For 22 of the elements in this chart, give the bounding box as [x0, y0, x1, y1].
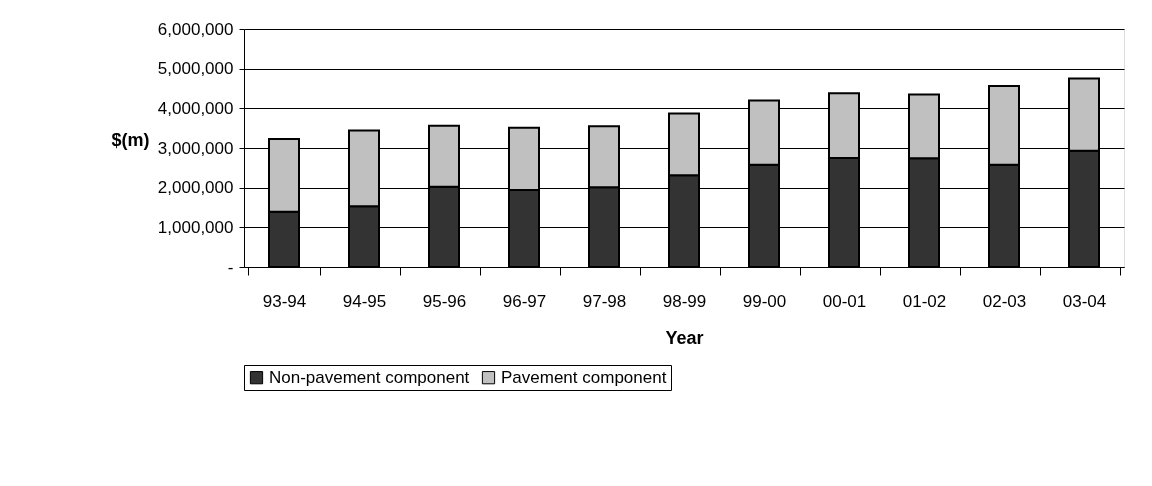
- x-axis-title: Year: [665, 327, 704, 348]
- y-tick-label: 5,000,000: [157, 59, 234, 79]
- y-axis-title: $(m): [111, 129, 150, 150]
- y-tick-label: 1,000,000: [157, 217, 234, 237]
- legend-label: Non-pavement component: [269, 367, 470, 387]
- x-tick-label: 01-02: [902, 291, 947, 311]
- x-tick-label: 94-95: [342, 291, 387, 311]
- x-tick-label: 95-96: [422, 291, 467, 311]
- x-tick-label: 00-01: [822, 291, 867, 311]
- x-tick-label: 03-04: [1062, 291, 1107, 311]
- y-tick-label: 3,000,000: [157, 138, 234, 158]
- y-tick-label: -: [227, 257, 234, 277]
- x-tick-label: 02-03: [982, 291, 1027, 311]
- x-tick-label: 97-98: [582, 291, 627, 311]
- y-tick-label: 4,000,000: [157, 98, 234, 118]
- x-tick-label: 99-00: [742, 291, 787, 311]
- y-tick-label: 6,000,000: [157, 19, 234, 39]
- y-tick-label: 2,000,000: [157, 178, 234, 198]
- x-tick-label: 93-94: [262, 291, 307, 311]
- x-tick-label: 98-99: [662, 291, 707, 311]
- legend-label: Pavement component: [501, 367, 667, 387]
- x-tick-label: 96-97: [502, 291, 547, 311]
